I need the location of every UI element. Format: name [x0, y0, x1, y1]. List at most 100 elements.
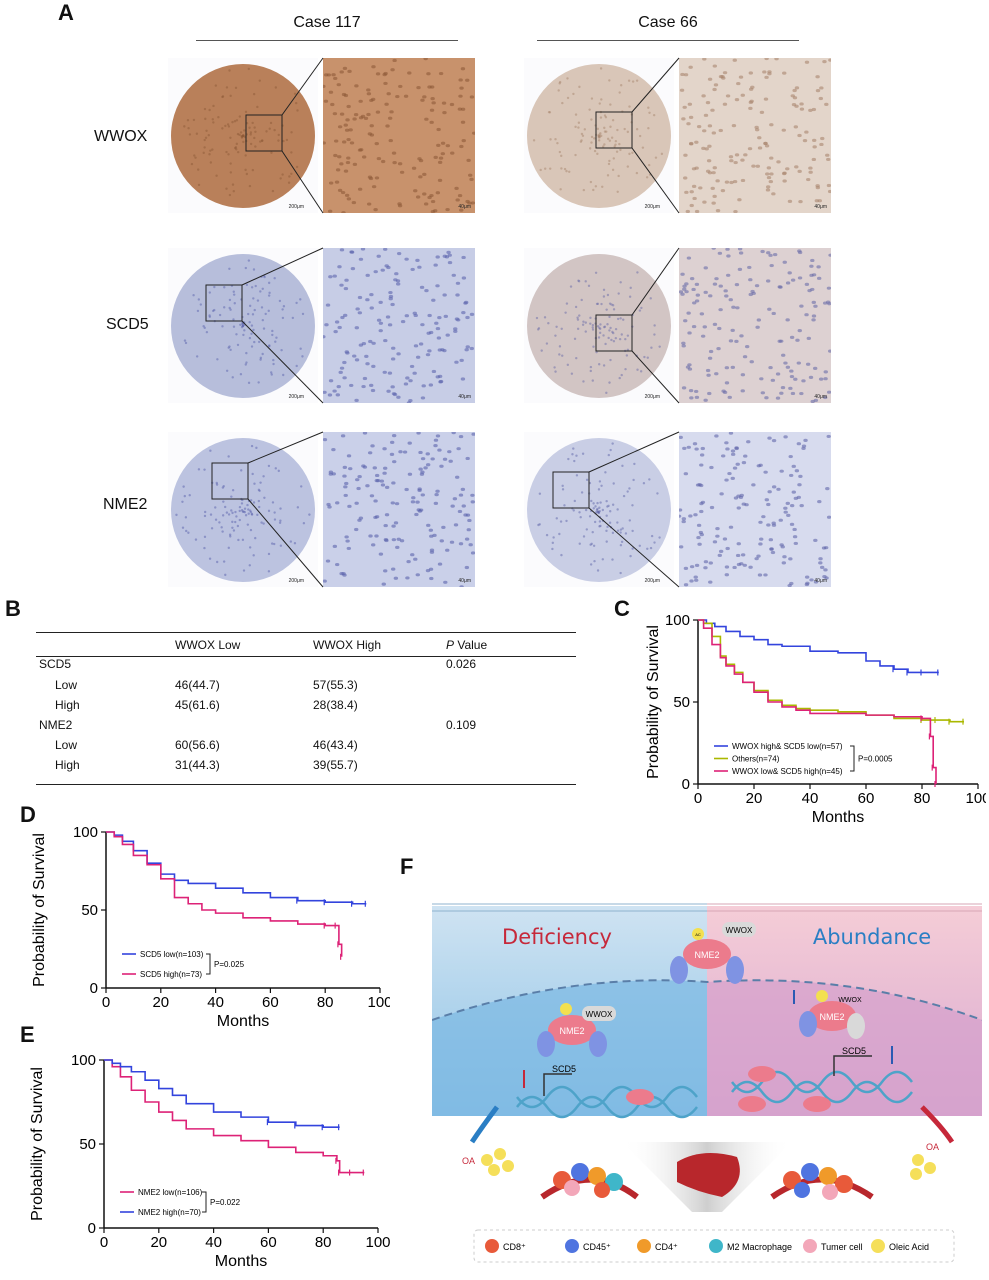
legend-dot — [709, 1239, 723, 1253]
ihc-overview-scd5-66: 200μm — [524, 248, 674, 403]
tumor-right — [772, 1163, 872, 1200]
legend-text: CD4⁺ — [655, 1242, 678, 1252]
scale-bar-40: 40μm — [458, 204, 471, 210]
km-plot-c: 0 20 40 60 80 100 0 50 100 Months Probability of S… — [640, 600, 986, 840]
x-axis-label: Months — [215, 1253, 267, 1270]
legend-dot — [565, 1239, 579, 1253]
oleic-acid-right: OA — [910, 1142, 939, 1180]
x-tick-label: 20 — [150, 1234, 167, 1251]
pvalue-bracket — [850, 746, 854, 771]
table-header-p-value: P Value — [446, 638, 487, 652]
table-cell-p-value: 0.026 — [446, 657, 476, 671]
y-tick-label: 50 — [673, 694, 690, 711]
survival-curve-0 — [104, 1060, 364, 1173]
x-tick-label: 80 — [317, 994, 334, 1011]
legend-text: M2 Macrophage — [727, 1242, 792, 1252]
ihc-overview-nme2-66: 200μm — [524, 432, 674, 587]
table-cell-wwox-high: 28(38.4) — [313, 698, 358, 712]
km-plot-d: 0 20 40 60 80 100 0 50 100 Months Probability of S… — [22, 812, 390, 1042]
y-tick-label: 100 — [71, 1052, 96, 1069]
row-label-nme2: NME2 — [103, 496, 147, 514]
case-rule-66 — [537, 40, 799, 41]
legend-label: WWOX low& SCD5 high(n=45) — [732, 767, 843, 776]
table-cell-p-value: 0.109 — [446, 718, 476, 732]
x-tick-label: 100 — [965, 790, 986, 807]
ihc-overview-scd5-117: 200μm — [168, 248, 318, 403]
table-row-label: NME2 — [39, 718, 72, 732]
svg-text:OA: OA — [926, 1142, 939, 1152]
table-cell-wwox-low: 31(44.3) — [175, 758, 220, 772]
legend-label: NME2 low(n=106) — [138, 1188, 203, 1197]
table-row-label: High — [55, 698, 80, 712]
legend-text: Tumer cell — [821, 1242, 863, 1252]
x-tick-label: 40 — [802, 790, 819, 807]
table-cell-wwox-low: 45(61.6) — [175, 698, 220, 712]
svg-text:NME2: NME2 — [559, 1026, 584, 1036]
survival-curve-1 — [698, 620, 964, 722]
p-italic: P — [446, 638, 454, 652]
survival-curve-0 — [106, 832, 366, 904]
row-label-scd5: SCD5 — [106, 316, 149, 334]
y-axis-label: Probability of Survival — [29, 1067, 46, 1221]
legend-label: Others(n=74) — [732, 755, 780, 764]
tumor-left — [542, 1163, 637, 1198]
y-tick-label: 100 — [73, 824, 98, 841]
pvalue-bracket — [206, 954, 210, 974]
ihc-zoom-nme2-66: 40μm — [679, 432, 831, 587]
scale-bar-200: 200μm — [645, 578, 660, 584]
x-tick-label: 0 — [100, 1234, 108, 1251]
axes: 0 20 40 60 80 100 0 50 100 — [73, 824, 390, 1011]
svg-text:NME2: NME2 — [694, 950, 719, 960]
table-row-label: Low — [55, 678, 77, 692]
axes: 0 20 40 60 80 100 0 50 100 — [71, 1052, 390, 1251]
p-rest: Value — [454, 638, 487, 652]
ihc-zoom-wwox-117: 40μm — [323, 58, 475, 213]
table-cell-wwox-low: 46(44.7) — [175, 678, 220, 692]
y-tick-label: 0 — [88, 1220, 96, 1237]
pvalue-label: P=0.022 — [210, 1198, 241, 1207]
legend-label: NME2 high(n=70) — [138, 1208, 201, 1217]
table-row-label: High — [55, 758, 80, 772]
y-axis-label: Probability of Survival — [31, 833, 48, 987]
table-header-wwox-high: WWOX High — [313, 638, 381, 652]
table-cell-wwox-high: 57(55.3) — [313, 678, 358, 692]
pvalue-label: P=0.025 — [214, 960, 245, 969]
y-tick-label: 0 — [682, 776, 690, 793]
svg-text:SCD5: SCD5 — [552, 1064, 576, 1074]
ihc-overview-wwox-66: 200μm — [524, 58, 674, 213]
deficiency-title: Deficiency — [502, 925, 612, 949]
table-row-label: SCD5 — [39, 657, 71, 671]
table-header-wwox-low: WWOX Low — [175, 638, 240, 652]
km-plot-e: 0 20 40 60 80 100 0 50 100 Months Probability of S… — [20, 1040, 390, 1280]
y-axis-label: Probability of Survival — [645, 625, 662, 779]
scale-bar-40: 40μm — [458, 578, 471, 584]
table-cell-wwox-low: 60(56.6) — [175, 738, 220, 752]
table-header-rule — [36, 656, 576, 657]
row-label-wwox: WWOX — [94, 128, 147, 146]
survival-curve-1 — [104, 1060, 340, 1127]
x-tick-label: 60 — [262, 994, 279, 1011]
panel-label-f: F — [400, 854, 413, 880]
table-top-rule — [36, 632, 576, 633]
x-tick-label: 60 — [260, 1234, 277, 1251]
legend-dot — [637, 1239, 651, 1253]
scale-bar-200: 200μm — [645, 204, 660, 210]
pvalue-bracket — [202, 1192, 206, 1212]
ihc-zoom-scd5-117: 40μm — [323, 248, 475, 403]
y-tick-label: 50 — [81, 902, 98, 919]
mechanism-diagram: Deficiency Abundance NME2 WWOX AC NME2 W… — [432, 892, 982, 1272]
legend-text: CD8⁺ — [503, 1242, 526, 1252]
legend-text: CD45⁺ — [583, 1242, 611, 1252]
table-row-label: Low — [55, 738, 77, 752]
ihc-zoom-scd5-66: 40μm — [679, 248, 831, 403]
scale-bar-40: 40μm — [814, 394, 827, 400]
legend-text: Oleic Acid — [889, 1242, 929, 1252]
case-title-117: Case 117 — [196, 14, 458, 32]
svg-text:WWOX: WWOX — [726, 926, 753, 935]
svg-text:AC: AC — [695, 932, 701, 937]
scale-bar-200: 200μm — [289, 394, 304, 400]
x-tick-label: 0 — [102, 994, 110, 1011]
case-rule-117 — [196, 40, 458, 41]
x-tick-label: 80 — [914, 790, 931, 807]
legend-label: SCD5 low(n=103) — [140, 950, 204, 959]
